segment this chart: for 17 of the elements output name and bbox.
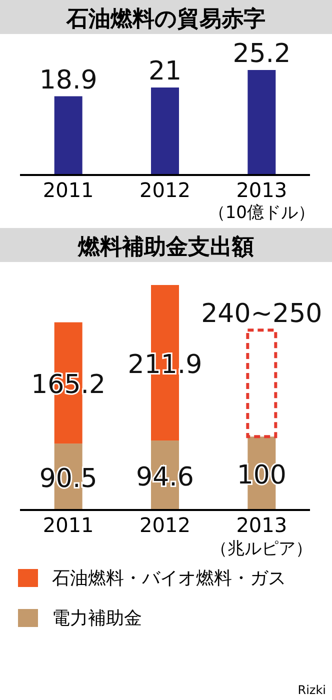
data-label: 21 [148, 56, 182, 86]
x-tick-label: 2011 [42, 178, 94, 202]
legend-label: 電力補助金 [52, 608, 142, 629]
annotation: 240~250 [201, 299, 322, 330]
text: （10億ドル） [208, 203, 315, 223]
x-tick-label: 2013 [236, 513, 288, 537]
chart-title: 燃料補助金支出額 [77, 235, 254, 260]
x-tick-label: 2012 [140, 513, 190, 537]
legend-label: 石油燃料・バイオ燃料・ガス [52, 568, 286, 589]
x-tick-label: 2012 [140, 178, 190, 202]
text: Rizki [298, 683, 326, 697]
data-label: 25.2 [232, 39, 291, 69]
x-tick-label: 2013 [236, 178, 288, 202]
data-label: 18.9 [39, 65, 98, 96]
text: （兆ルピア） [210, 539, 313, 559]
x-tick-label: 2011 [42, 513, 94, 537]
chart-title: 石油燃料の貿易赤字 [66, 6, 266, 32]
